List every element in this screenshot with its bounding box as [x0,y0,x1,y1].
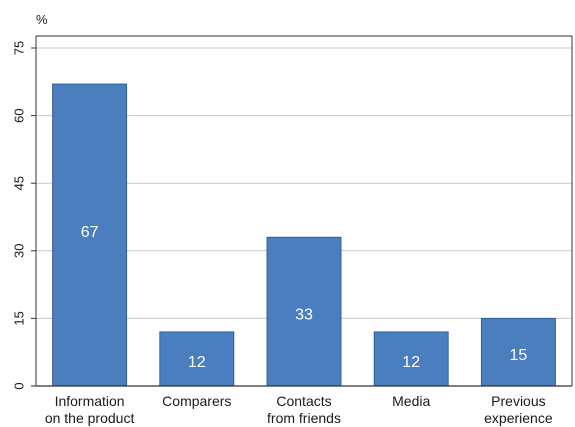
x-tick-label: Comparers [162,393,231,409]
y-tick-label: 45 [11,176,26,190]
bar [480,317,556,387]
x-tick-label: experience [484,410,553,426]
x-tick-label: Media [392,393,430,409]
bar [52,83,128,387]
y-unit-label: % [36,12,48,27]
data-label: 15 [510,347,528,364]
y-tick-label: 30 [11,244,26,258]
y-tick-label: 15 [11,311,26,325]
bars [52,83,556,387]
bar [373,331,449,387]
axes [31,35,573,387]
data-label: 12 [188,354,206,371]
x-tick-label: Information [55,393,125,409]
x-tick-label: on the product [45,410,135,426]
bar [266,236,342,387]
x-tick-label: Previous [491,393,545,409]
data-label: 12 [402,354,420,371]
y-tick-label: 75 [11,41,26,55]
y-tick-label: 60 [11,108,26,122]
x-tick-label: from friends [267,410,341,426]
data-label: 67 [81,224,99,241]
x-tick-label: Contacts [276,393,331,409]
data-label: 33 [295,307,313,324]
y-tick-label: 0 [11,382,26,389]
